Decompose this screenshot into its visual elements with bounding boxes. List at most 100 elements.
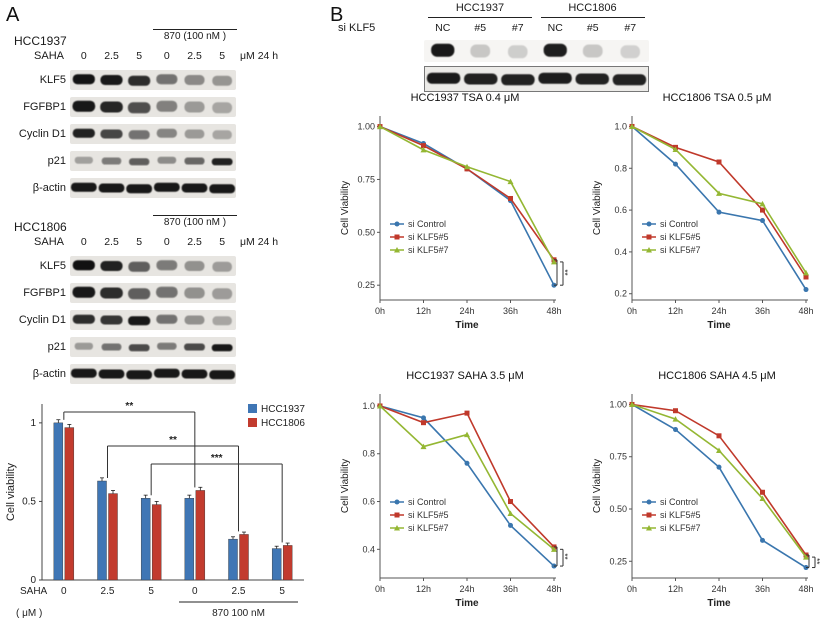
series-marker [646,525,652,531]
y-tick-label: 0.25 [357,280,375,290]
protein-band [211,157,233,165]
hcc1937-tsa-plot: 0.25 0.50 0.75 1.00 0h 12h 24h 36h 48h Time Cell V… [340,116,575,331]
dose-value: 2.5 [104,50,119,62]
x-tick-label: 36h [755,584,770,594]
protein-band [100,74,123,85]
series-line-si KLF5#5 [631,403,807,556]
protein-label: Cyclin D1 [18,127,66,140]
y-tick-label: 1 [30,418,36,429]
series-marker [507,178,514,185]
blot-strip-bg [70,336,236,357]
protein-band [184,315,205,324]
blot-row--actin: β-actin [6,360,316,387]
series-marker [421,143,426,149]
panel-b-label: B [330,4,344,26]
protein-band [212,129,232,139]
protein-band [209,183,236,193]
bar-HCC1806 [195,490,206,581]
blot-row-cyclin-d1: Cyclin D1 [6,306,316,333]
significance-label: ** [566,270,570,276]
panel-a-label: A [6,4,20,26]
blot-strip [70,336,236,357]
lane-label: NC [547,22,563,34]
chart-title: HCC1806 SAHA 4.5 μM [658,370,776,382]
series-marker [673,161,678,167]
protein-band [501,74,535,86]
protein-band [184,101,205,112]
protein-band [157,342,177,350]
chart-title: HCC1937 TSA 0.4 μM [410,92,520,104]
protein-band [72,259,95,270]
blot-strip-bg [70,177,236,198]
x-axis-label: Time [707,598,731,609]
protein-band [100,315,123,324]
protein-label: p21 [47,340,66,353]
series-marker [673,408,678,414]
viability-bar-plot: 0 0.5 1 Cell viability 0 2.5 5 0 2.5 5 SAHA ( μM ) 8… [5,401,305,619]
bar-HCC1937 [184,498,195,581]
y-tick-label: 1.0 [362,401,375,411]
legend-swatch [248,404,257,413]
protein-label: FGFBP1 [23,100,66,113]
chart-title: HCC1937 SAHA 3.5 μM [406,370,524,382]
protein-band [212,75,233,86]
bar-HCC1937 [271,548,282,581]
hcc1937-header: HCC1937 870 (100 nM ) [6,28,316,50]
protein-band [184,287,205,298]
x-tick-label: 0h [627,584,637,594]
blot-strip [70,150,236,171]
blot-row-fgfbp1: FGFBP1 [6,279,316,306]
bar-HCC1937 [140,498,151,581]
series-marker [377,123,383,130]
protein-band [181,369,208,378]
protein-band [126,369,153,379]
lane-label: NC [435,22,451,34]
series-marker [377,402,383,409]
x-tick-label: 36h [503,306,518,316]
x-tick-label: 12h [668,584,683,594]
series-marker [646,234,652,240]
protein-label: Cyclin D1 [18,313,66,326]
blot-strip [70,177,236,198]
treatment-870-label: 870 (100 nM ) [153,29,237,42]
series-line-si KLF5#7 [631,403,807,558]
legend-label: si KLF5#5 [660,232,701,242]
series-line-si Control [631,403,807,569]
saha-label: SAHA [34,236,64,248]
legend-label: si Control [408,497,446,507]
protein-band [101,157,122,164]
protein-band [507,45,528,59]
protein-label: β-actin [32,367,66,380]
x-tick-label: 48h [546,584,561,594]
protein-band [70,368,97,378]
saha-label: SAHA [34,50,64,62]
blot-row-klf5: KLF5 [6,66,316,93]
series-marker [421,420,426,426]
legend-label: si KLF5#7 [660,245,701,255]
legend-label: si KLF5#7 [408,523,449,533]
blot-strip [70,96,236,117]
protein-band [72,73,95,84]
series-marker [394,234,400,240]
series-marker [803,274,809,280]
series-marker [394,525,400,531]
series-marker [420,146,427,153]
y-tick-label: 0.4 [614,247,627,257]
protein-band [70,182,97,192]
y-axis-label: Cell Viability [592,181,603,235]
bar-HCC1806 [108,493,118,581]
hcc1937-westernblot-block: HCC1937 870 (100 nM ) SAHA 0 2.5 5 0 2.5 5 μM 24 … [6,28,316,201]
underline-870-label: 870 100 nM [212,608,265,619]
series-marker [551,258,557,265]
series-marker [716,447,722,453]
protein-band [72,286,96,298]
blot-strip-bg [70,255,236,276]
protein-band [211,343,233,351]
series-marker [760,207,765,213]
bar-HCC1937 [53,422,64,581]
um-axis-label: ( μM ) [16,608,42,619]
x-tick-label: 36h [755,306,770,316]
y-tick-label: 0.6 [362,497,375,507]
bar-HCC1937 [97,480,107,581]
